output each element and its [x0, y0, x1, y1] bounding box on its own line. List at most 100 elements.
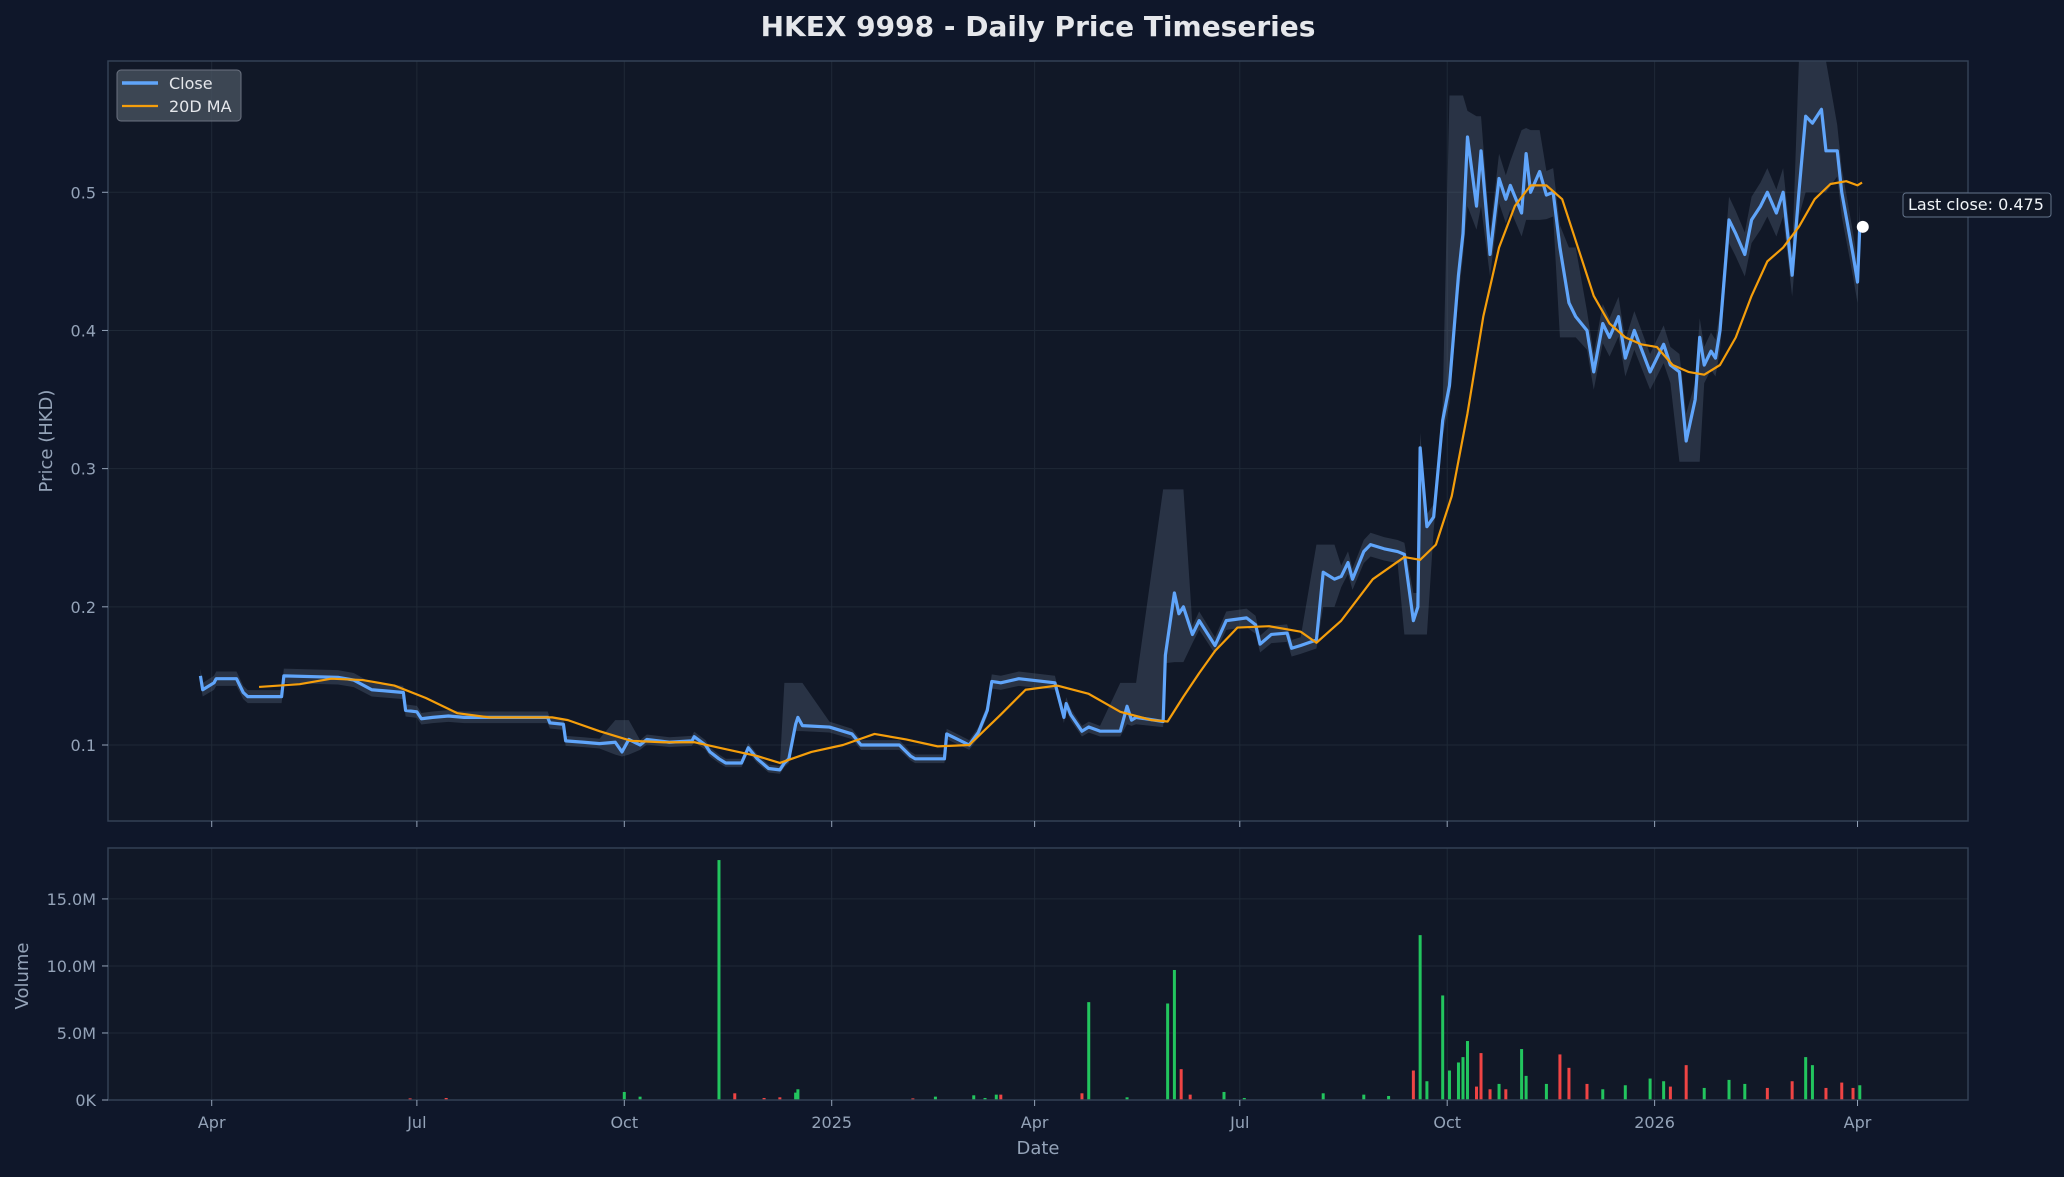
volume-bar [1662, 1081, 1666, 1100]
volume-bar [1601, 1089, 1605, 1100]
volume-bar [408, 1098, 412, 1100]
volume-bar [1479, 1053, 1483, 1100]
volume-bar [994, 1094, 998, 1100]
volume-ytick-label: 5.0M [57, 1024, 96, 1043]
legend-close-label: Close [169, 74, 213, 93]
volume-bar [1810, 1065, 1814, 1100]
price-ytick-label: 0.5 [71, 183, 96, 202]
volume-bar [1425, 1081, 1429, 1100]
chart-title: HKEX 9998 - Daily Price Timeseries [761, 10, 1316, 43]
volume-bar [1497, 1083, 1501, 1100]
volume-bar [1743, 1083, 1747, 1100]
volume-y-ticks: 0K 5.0M 10.0M 15.0M [47, 890, 108, 1110]
volume-xtick-label: Oct [1433, 1113, 1461, 1132]
volume-bar [1488, 1089, 1492, 1100]
volume-bar [1411, 1070, 1415, 1100]
price-ytick-label: 0.4 [71, 321, 96, 340]
volume-bar [1668, 1086, 1672, 1100]
volume-bar [1790, 1081, 1794, 1100]
volume-bar [1456, 1062, 1460, 1100]
volume-bar [762, 1097, 766, 1100]
volume-bar [933, 1096, 937, 1100]
volume-bar [1179, 1069, 1183, 1100]
volume-bar [1222, 1091, 1226, 1100]
volume-bar [1447, 1070, 1451, 1100]
volume-bar [794, 1092, 798, 1100]
volume-xtick-label: Jul [406, 1113, 426, 1132]
volume-bar [1087, 1002, 1091, 1100]
volume-plot-frame [107, 847, 1969, 1101]
volume-bar [1858, 1085, 1862, 1100]
volume-ytick-label: 0K [75, 1091, 96, 1110]
ma-line [258, 180, 1863, 765]
volume-bar [972, 1095, 976, 1100]
volume-bar [1080, 1093, 1084, 1100]
volume-xtick-label: Apr [198, 1113, 226, 1132]
volume-bar [911, 1098, 915, 1100]
volume-bar [1727, 1079, 1731, 1100]
volume-bar [1851, 1087, 1855, 1100]
volume-bar [1172, 969, 1176, 1100]
volume-bar [1475, 1086, 1479, 1100]
volume-plot-area [108, 848, 1968, 1100]
price-ytick-label: 0.2 [71, 598, 96, 617]
volume-bar [622, 1091, 626, 1100]
volume-bar [1765, 1087, 1769, 1100]
volume-x-ticks: Apr Jul Oct 2025 Apr Jul Oct 2026 Apr [198, 1100, 1872, 1132]
volume-bar [1520, 1049, 1524, 1100]
last-close-label: Last close: 0.475 [1908, 195, 2044, 214]
volume-bar [1840, 1082, 1844, 1100]
volume-bar [1465, 1041, 1469, 1100]
last-close-marker [1856, 220, 1869, 233]
price-x-ticks [211, 821, 1859, 827]
volume-bar [1321, 1093, 1325, 1100]
volume-bar [1684, 1065, 1688, 1100]
close-line [198, 107, 1862, 772]
price-ytick-label: 0.1 [71, 736, 96, 755]
volume-xtick-label: Apr [1021, 1113, 1049, 1132]
volume-y-axis-label: Volume [12, 943, 33, 1010]
volume-xtick-label: Oct [610, 1113, 638, 1132]
volume-bar [638, 1096, 642, 1100]
x-axis-label: Date [1016, 1138, 1059, 1159]
last-close-annotation: Last close: 0.475 [1902, 192, 2052, 218]
price-y-axis-label: Price (HKD) [36, 390, 57, 493]
volume-bar [717, 860, 721, 1100]
volume-xtick-label: Apr [1844, 1113, 1872, 1132]
volume-bar [1567, 1067, 1571, 1100]
volume-xtick-label: Jul [1229, 1113, 1249, 1132]
volume-bar [1362, 1094, 1366, 1100]
volume-bar [1188, 1094, 1192, 1100]
volume-bar [1418, 935, 1422, 1100]
volume-bar [1524, 1075, 1528, 1100]
volume-bar [1441, 995, 1445, 1100]
volume-bar [1461, 1057, 1465, 1100]
last-close-box [1902, 192, 2052, 218]
volume-xtick-label: 2026 [1634, 1113, 1675, 1132]
volume-bar [1544, 1083, 1548, 1100]
legend: Close 20D MA [116, 69, 242, 122]
volume-ytick-label: 15.0M [47, 890, 96, 909]
price-y-ticks: 0.1 0.2 0.3 0.4 0.5 [71, 183, 108, 755]
volume-bar [1387, 1095, 1391, 1100]
volume-bar [1804, 1057, 1808, 1100]
volume-bar [1648, 1078, 1652, 1100]
volume-ytick-label: 10.0M [47, 957, 96, 976]
legend-ma-label: 20D MA [169, 97, 232, 116]
volume-xtick-label: 2025 [811, 1113, 852, 1132]
volume-bar [778, 1097, 782, 1100]
price-plot-frame [107, 60, 1969, 822]
price-panel: 0.1 0.2 0.3 0.4 0.5 Price (HKD) Close 20D MA… [36, 60, 2052, 827]
volume-bar [1166, 1003, 1170, 1100]
volume-bar [1623, 1085, 1627, 1100]
volume-bar [1585, 1083, 1589, 1100]
volume-bar [1125, 1097, 1129, 1100]
volume-bar [999, 1094, 1003, 1100]
volume-bar [1504, 1089, 1508, 1100]
volume-bar [796, 1089, 800, 1100]
volume-bar [1824, 1087, 1828, 1100]
volume-bar [1242, 1097, 1246, 1100]
price-series [198, 107, 1863, 772]
